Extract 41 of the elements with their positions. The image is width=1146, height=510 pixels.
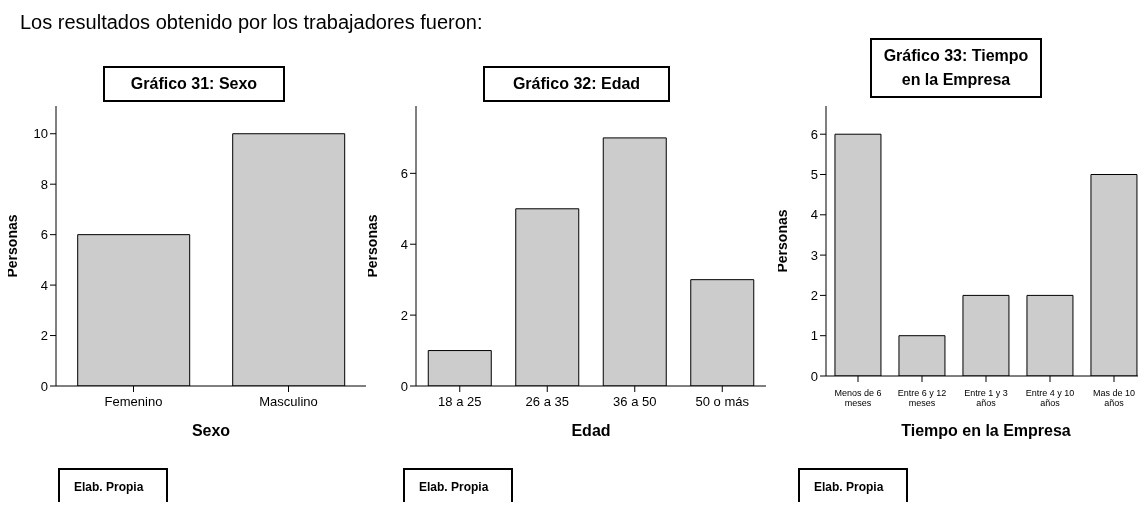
x-tick-label: Mas de 10 años: [1092, 388, 1136, 408]
y-tick-label: 5: [810, 167, 818, 183]
x-tick-label: Menos de 6 meses: [834, 388, 882, 408]
text: Los resultados obtenido por los trabajadores fueron:: [20, 10, 483, 34]
y-tick-label: 0: [810, 368, 818, 384]
title-frame: Gráfico 32: Edad: [483, 66, 670, 102]
y-tick-label: 1: [810, 328, 818, 344]
x-tick-label: Entre 4 y 10 años: [1025, 388, 1075, 408]
text: Elab. Propia: [798, 468, 908, 502]
y-tick-label: 2: [810, 288, 818, 304]
x-tick-label: Entre 6 y 12 meses: [897, 388, 947, 408]
x-tick-label: 50 o más: [695, 394, 750, 409]
text: Elab. Propia: [58, 468, 168, 502]
text: Elab. Propia: [403, 468, 513, 502]
y-tick-label: 8: [40, 176, 48, 192]
x-axis-title: Edad: [571, 422, 611, 439]
y-tick-label: 6: [40, 227, 48, 243]
y-tick-label: 4: [400, 236, 408, 252]
y-tick-label: 6: [400, 165, 408, 181]
x-tick-label: Entre 1 y 3 años: [964, 388, 1008, 408]
y-axis-title: Personas: [363, 214, 380, 278]
y-tick-label: 10: [33, 126, 48, 142]
y-tick-label: 6: [810, 126, 818, 142]
x-axis-title: Sexo: [191, 422, 231, 439]
y-axis-title: Personas: [773, 209, 790, 273]
x-axis-title: Tiempo en la Empresa: [901, 422, 1071, 439]
x-tick-label: Femenino: [104, 394, 163, 409]
y-tick-label: 4: [40, 277, 48, 293]
y-tick-label: 0: [400, 378, 408, 394]
title-frame: Gráfico 33: Tiempo en la Empresa: [870, 38, 1042, 98]
x-tick-label: 18 a 25: [438, 394, 482, 409]
y-tick-label: 4: [810, 207, 818, 223]
y-tick-label: 2: [400, 307, 408, 323]
y-tick-label: 3: [810, 247, 818, 263]
x-tick-label: Masculino: [259, 394, 318, 409]
x-tick-label: 26 a 35: [525, 394, 569, 409]
y-axis-title: Personas: [3, 214, 20, 278]
x-tick-label: 36 a 50: [613, 394, 657, 409]
y-tick-label: 0: [40, 378, 48, 394]
title-frame: Gráfico 31: Sexo: [103, 66, 285, 102]
y-tick-label: 2: [40, 328, 48, 344]
